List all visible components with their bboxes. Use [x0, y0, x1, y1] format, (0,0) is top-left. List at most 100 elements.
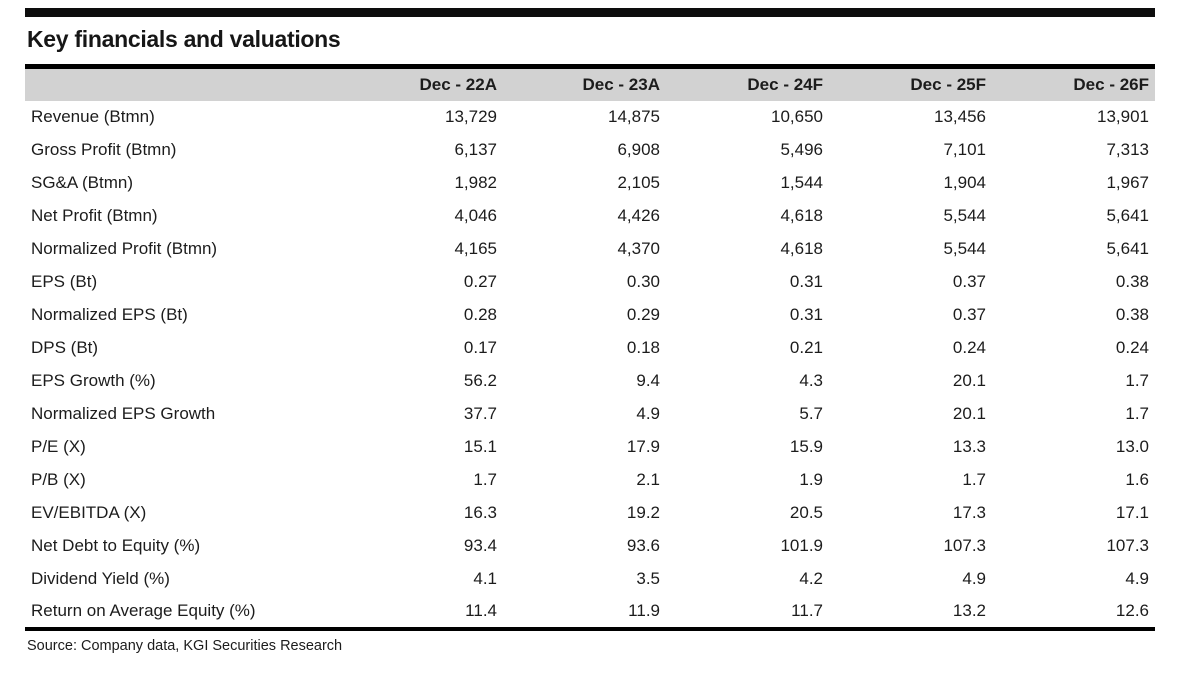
value-cell: 101.9: [780, 536, 823, 555]
value-cell: 4,165: [454, 239, 497, 258]
value-cell: 1.7: [1125, 371, 1149, 390]
value-cell: 4,370: [617, 239, 660, 258]
row-label: EPS (Bt): [31, 272, 98, 291]
corner-cell: [25, 66, 340, 101]
value-cell: 2,105: [617, 173, 660, 192]
column-header: Dec - 23A: [503, 66, 666, 101]
value-cell: 13.3: [952, 437, 986, 456]
value-cell: 15.9: [789, 437, 823, 456]
value-cell: 17.1: [1115, 503, 1149, 522]
value-cell: 5,496: [780, 140, 823, 159]
value-cell: 0.38: [1115, 272, 1149, 291]
value-cell: 0.24: [952, 338, 986, 357]
value-cell: 4.1: [473, 569, 497, 588]
row-label: EPS Growth (%): [31, 371, 156, 390]
value-cell: 20.5: [789, 503, 823, 522]
table-row: EV/EBITDA (X) 16.3 19.2 20.5 17.3 17.1: [25, 497, 1155, 530]
value-cell: 19.2: [626, 503, 660, 522]
value-cell: 5.7: [799, 404, 823, 423]
value-cell: 107.3: [1106, 536, 1149, 555]
row-label: Revenue (Btmn): [31, 107, 155, 126]
value-cell: 4,618: [780, 239, 823, 258]
value-cell: 10,650: [771, 107, 823, 126]
table-row: EPS Growth (%) 56.2 9.4 4.3 20.1 1.7: [25, 365, 1155, 398]
row-label: Normalized Profit (Btmn): [31, 239, 218, 258]
row-label: EV/EBITDA (X): [31, 503, 147, 522]
value-cell: 5,641: [1106, 206, 1149, 225]
row-label: Gross Profit (Btmn): [31, 140, 177, 159]
value-cell: 4.9: [636, 404, 660, 423]
value-cell: 37.7: [463, 404, 497, 423]
value-cell: 4.2: [799, 569, 823, 588]
top-rule-bar: [25, 8, 1155, 17]
report-page: Key financials and valuations Dec - 22A D…: [25, 8, 1155, 654]
value-cell: 16.3: [463, 503, 497, 522]
table-row: Return on Average Equity (%) 11.4 11.9 11.7…: [25, 596, 1155, 629]
key-financials-table: Dec - 22A Dec - 23A Dec - 24F Dec - 25F Dec …: [25, 64, 1155, 631]
value-cell: 1.7: [1125, 404, 1149, 423]
value-cell: 1,904: [943, 173, 986, 192]
table-row: Normalized EPS Growth 37.7 4.9 5.7 20.1 1.7: [25, 398, 1155, 431]
table-row: EPS (Bt) 0.27 0.30 0.31 0.37 0.38: [25, 266, 1155, 299]
table-row: Normalized Profit (Btmn) 4,165 4,370 4,618 5…: [25, 233, 1155, 266]
value-cell: 11.7: [791, 601, 823, 620]
row-label: Net Profit (Btmn): [31, 206, 158, 225]
value-cell: 5,544: [943, 206, 986, 225]
value-cell: 0.31: [789, 272, 823, 291]
value-cell: 0.29: [626, 305, 660, 324]
table-row: Net Profit (Btmn) 4,046 4,426 4,618 5,544 5,6…: [25, 200, 1155, 233]
value-cell: 0.18: [626, 338, 660, 357]
row-label: P/B (X): [31, 470, 86, 489]
value-cell: 0.38: [1115, 305, 1149, 324]
column-header: Dec - 24F: [666, 66, 829, 101]
value-cell: 5,641: [1106, 239, 1149, 258]
row-label: Normalized EPS (Bt): [31, 305, 188, 324]
table-header: Dec - 22A Dec - 23A Dec - 24F Dec - 25F Dec …: [25, 66, 1155, 101]
table-header-row: Dec - 22A Dec - 23A Dec - 24F Dec - 25F Dec …: [25, 66, 1155, 101]
value-cell: 7,313: [1106, 140, 1149, 159]
value-cell: 56.2: [463, 371, 497, 390]
value-cell: 1,544: [780, 173, 823, 192]
value-cell: 20.1: [952, 371, 986, 390]
value-cell: 14,875: [608, 107, 660, 126]
value-cell: 20.1: [952, 404, 986, 423]
table-row: Dividend Yield (%) 4.1 3.5 4.2 4.9 4.9: [25, 563, 1155, 596]
value-cell: 1,982: [454, 173, 497, 192]
value-cell: 4.9: [962, 569, 986, 588]
row-label: DPS (Bt): [31, 338, 99, 357]
column-header: Dec - 26F: [992, 66, 1155, 101]
value-cell: 13,901: [1097, 107, 1149, 126]
value-cell: 6,908: [617, 140, 660, 159]
column-header: Dec - 25F: [829, 66, 992, 101]
value-cell: 0.37: [952, 305, 986, 324]
value-cell: 5,544: [943, 239, 986, 258]
table-row: Revenue (Btmn) 13,729 14,875 10,650 13,456 13…: [25, 101, 1155, 134]
value-cell: 6,137: [454, 140, 497, 159]
page-title: Key financials and valuations: [27, 26, 341, 52]
value-cell: 1.7: [962, 470, 986, 489]
table-row: Normalized EPS (Bt) 0.28 0.29 0.31 0.37 0.38: [25, 299, 1155, 332]
row-label: Dividend Yield (%): [31, 569, 170, 588]
table-row: Net Debt to Equity (%) 93.4 93.6 101.9 107.3…: [25, 530, 1155, 563]
table-row: DPS (Bt) 0.17 0.18 0.21 0.24 0.24: [25, 332, 1155, 365]
value-cell: 0.17: [463, 338, 497, 357]
value-cell: 11.4: [465, 601, 497, 620]
value-cell: 17.3: [952, 503, 986, 522]
value-cell: 1.7: [473, 470, 497, 489]
row-label: P/E (X): [31, 437, 86, 456]
table-row: P/B (X) 1.7 2.1 1.9 1.7 1.6: [25, 464, 1155, 497]
value-cell: 13.0: [1115, 437, 1149, 456]
source-note: Source: Company data, KGI Securities Res…: [27, 637, 343, 654]
value-cell: 0.24: [1115, 338, 1149, 357]
value-cell: 1,967: [1106, 173, 1149, 192]
value-cell: 4.9: [1125, 569, 1149, 588]
value-cell: 9.4: [636, 371, 660, 390]
value-cell: 4,618: [780, 206, 823, 225]
value-cell: 13,729: [445, 107, 497, 126]
value-cell: 17.9: [626, 437, 660, 456]
value-cell: 1.9: [799, 470, 823, 489]
table-row: SG&A (Btmn) 1,982 2,105 1,544 1,904 1,967: [25, 167, 1155, 200]
row-label: Return on Average Equity (%): [31, 601, 256, 620]
value-cell: 107.3: [943, 536, 986, 555]
value-cell: 11.9: [628, 601, 660, 620]
